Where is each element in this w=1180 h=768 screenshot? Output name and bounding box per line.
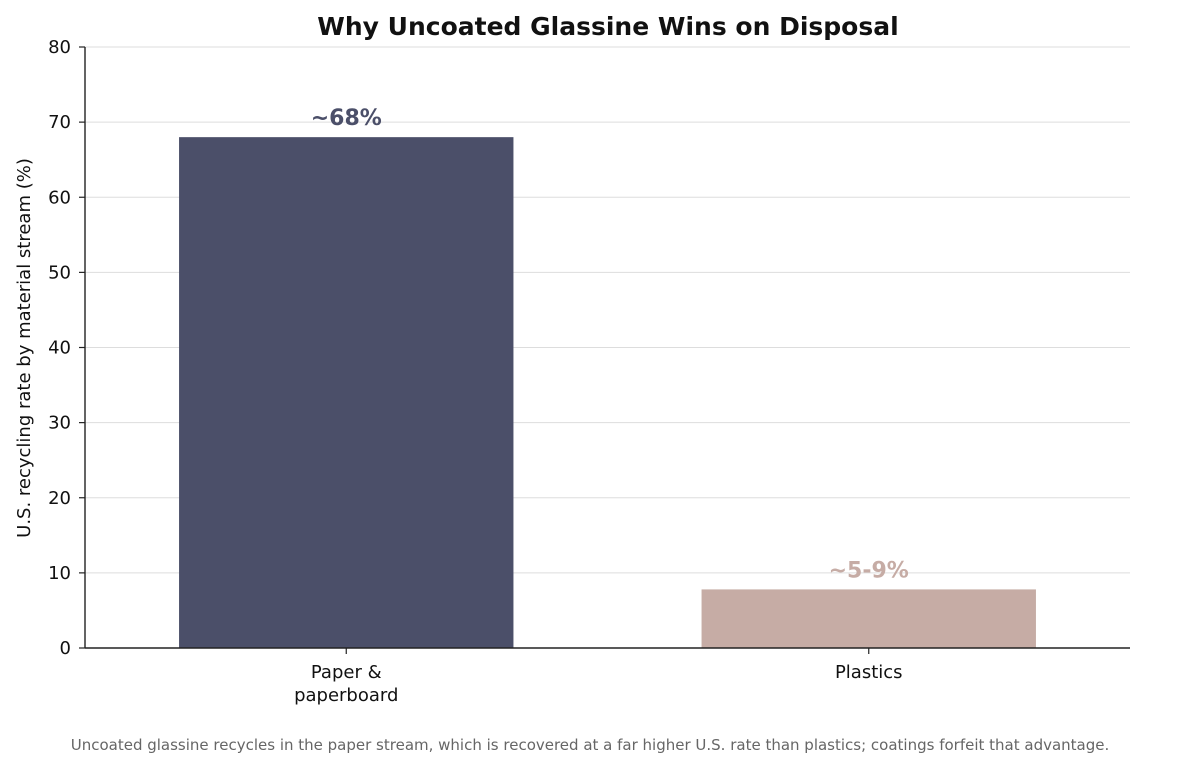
bar-value-label: ~68%	[311, 106, 382, 131]
y-tick-label: 50	[48, 262, 71, 283]
y-tick-label: 70	[48, 112, 71, 133]
data-labels: ~68% ~5-9%	[311, 106, 909, 583]
x-ticks: Paper & paperboard Plastics	[294, 648, 903, 706]
bar	[179, 137, 514, 648]
chart-caption: Uncoated glassine recycles in the paper …	[71, 736, 1110, 754]
y-tick-label: 20	[48, 488, 71, 509]
y-tick-label: 60	[48, 187, 71, 208]
y-tick-label: 40	[48, 338, 71, 359]
chart-title: Why Uncoated Glassine Wins on Disposal	[317, 12, 898, 41]
y-axis-label: U.S. recycling rate by material stream (…	[14, 158, 35, 538]
y-tick-label: 0	[60, 638, 71, 659]
y-ticks: 0 10 20 30 40 50 60 70 80	[48, 37, 85, 659]
x-tick-label: Plastics	[835, 662, 903, 683]
bar-value-label: ~5-9%	[829, 558, 909, 583]
bars	[179, 137, 1036, 648]
y-tick-label: 80	[48, 37, 71, 58]
y-tick-label: 10	[48, 563, 71, 584]
x-tick-label: Paper & paperboard	[294, 662, 398, 706]
y-tick-label: 30	[48, 413, 71, 434]
bar	[701, 589, 1036, 648]
